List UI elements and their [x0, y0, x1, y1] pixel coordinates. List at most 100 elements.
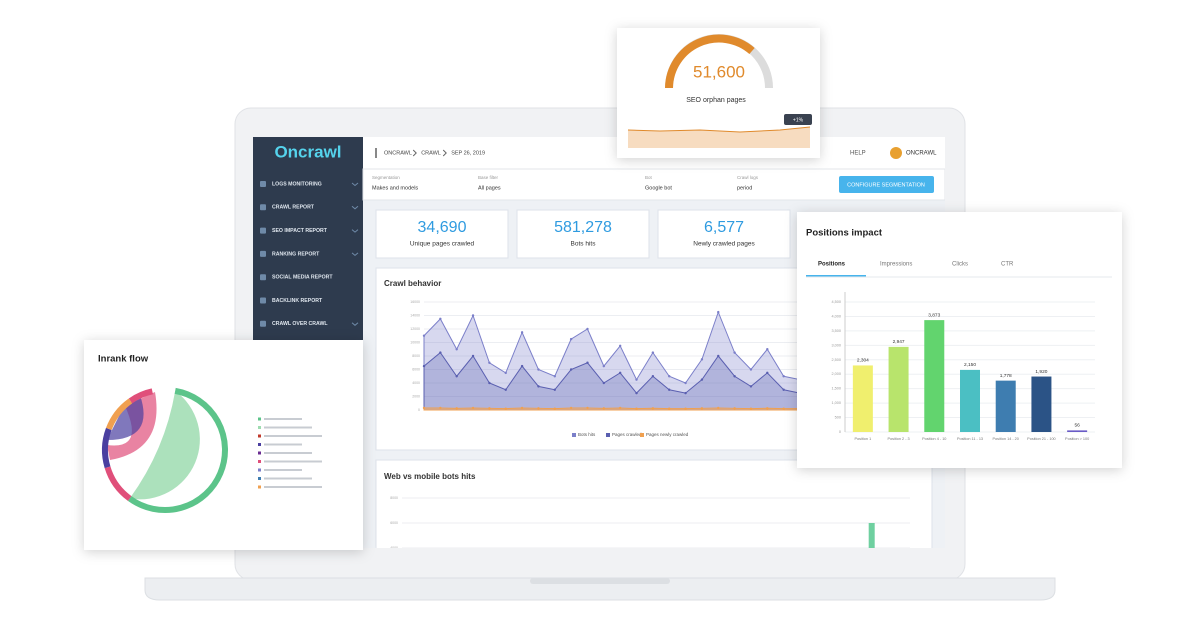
legend-swatch [258, 443, 261, 446]
data-point [684, 391, 687, 395]
data-point [471, 406, 475, 410]
data-point [733, 375, 736, 378]
y-tick-label: 1,000 [831, 401, 841, 405]
badge-text: +1% [793, 117, 804, 123]
data-point [766, 407, 769, 410]
data-point [455, 407, 458, 410]
chord-arc [127, 387, 228, 513]
value-label: 56 [1074, 423, 1080, 429]
data-point [569, 368, 573, 371]
sidebar-caret [351, 205, 359, 210]
sparkline [627, 126, 811, 133]
data-point [488, 361, 491, 364]
breadcrumb-sep [412, 149, 417, 157]
kpi-value: 6,577 [704, 219, 744, 236]
x-tick-label: Position 1 [855, 437, 872, 441]
data-point [733, 407, 736, 410]
kpi-value: 581,278 [554, 219, 612, 236]
filter-value[interactable]: period [737, 185, 752, 191]
chord-arc [106, 398, 133, 431]
y-tick-label: 12000 [410, 327, 420, 331]
tab[interactable]: Positions [818, 262, 846, 268]
sidebar-item[interactable]: SOCIAL MEDIA REPORT [272, 275, 333, 281]
legend-text-placeholder [264, 418, 302, 420]
configure-button[interactable] [839, 176, 934, 193]
laptop-base [144, 577, 1056, 601]
bar [1031, 376, 1052, 432]
data-point [700, 407, 704, 410]
y-tick-label: 8000 [390, 496, 398, 500]
breadcrumb-item[interactable]: CRAWL [421, 150, 441, 156]
bar [888, 346, 909, 432]
data-point [504, 371, 507, 375]
gauge-label: SEO orphan pages [686, 97, 746, 104]
legend-swatch [258, 460, 261, 463]
legend-text-placeholder [264, 460, 322, 463]
filter-value[interactable]: Makes and models [372, 185, 418, 191]
y-tick-label: 6000 [412, 367, 420, 371]
kpi-card [657, 209, 791, 259]
account-name[interactable]: ONCRAWL [906, 151, 937, 157]
data-point [782, 388, 785, 391]
data-point [586, 361, 589, 364]
y-tick-label: 0 [839, 430, 841, 434]
x-tick-label: Position > 100 [1065, 437, 1089, 441]
sidebar-item[interactable]: RANKING REPORT [272, 251, 320, 257]
y-tick-label: 14000 [410, 313, 420, 317]
y-tick-label: 0 [418, 408, 420, 412]
legend-text-placeholder [264, 469, 302, 471]
sidebar-item[interactable]: BACKLINK REPORT [272, 298, 323, 304]
gauge-arc [665, 34, 755, 89]
data-point [504, 407, 507, 410]
filter-value[interactable]: Google bot [645, 185, 672, 191]
data-point [684, 381, 687, 385]
chord-arc [102, 427, 112, 469]
legend-text-placeholder [264, 486, 322, 488]
breadcrumb-item[interactable]: ONCRAWL [384, 150, 412, 156]
sidebar-icon [260, 204, 266, 211]
sidebar-item[interactable]: LOGS MONITORING [272, 181, 322, 187]
filter-label: Base filter [478, 175, 499, 180]
bar [852, 365, 873, 432]
tab[interactable]: Clicks [952, 262, 968, 268]
data-point [635, 378, 638, 381]
bar [924, 320, 945, 432]
data-point [668, 388, 671, 391]
data-point [439, 406, 442, 410]
y-tick-label: 4000 [390, 546, 398, 550]
data-point [569, 406, 573, 410]
sidebar-item[interactable]: CRAWL REPORT [272, 205, 315, 211]
data-point [471, 314, 475, 317]
data-point [504, 388, 507, 391]
x-tick-label: Position 11 - 13 [957, 437, 983, 441]
filter-value[interactable]: All pages [478, 185, 501, 191]
sidebar-icon [260, 181, 266, 187]
data-point [537, 407, 540, 410]
legend-swatch [258, 426, 261, 429]
data-point [602, 407, 606, 410]
chord-arc [128, 388, 154, 404]
chart-card [375, 459, 933, 548]
data-point [700, 378, 704, 381]
sidebar-icon [260, 274, 266, 281]
y-tick-label: 500 [835, 416, 841, 420]
value-label: 2,304 [857, 358, 869, 364]
data-point [749, 368, 753, 371]
data-point [569, 337, 573, 341]
tab[interactable]: CTR [1001, 262, 1014, 268]
sidebar-item[interactable]: SEO IMPACT REPORT [272, 228, 328, 234]
sidebar-item[interactable]: CRAWL OVER CRAWL [272, 321, 328, 327]
bar [960, 369, 980, 432]
help-link[interactable]: HELP [850, 151, 866, 157]
tab[interactable]: Impressions [880, 262, 912, 268]
data-point [520, 331, 524, 334]
data-point [749, 385, 753, 388]
filter-label: Bot [645, 175, 653, 180]
kpi-value: 34,690 [418, 219, 467, 236]
breadcrumb-sep [442, 149, 447, 157]
kpi-label: Bots hits [571, 241, 597, 248]
x-tick-label: Position 14 - 20 [993, 437, 1019, 441]
breadcrumb-item[interactable]: SEP 26, 2019 [451, 150, 485, 156]
value-label: 1,920 [1035, 369, 1047, 375]
legend-text-placeholder [264, 443, 302, 446]
